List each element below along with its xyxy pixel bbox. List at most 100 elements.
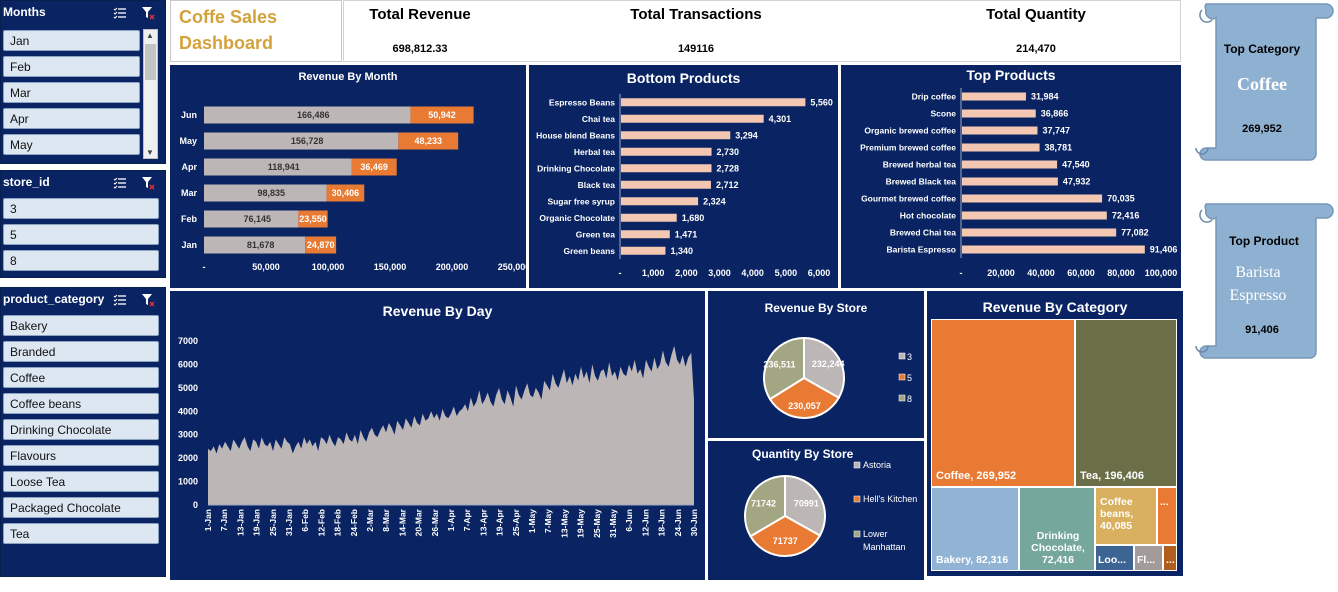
store-slicer: store_id 3 5 8 [0,170,166,278]
clear-filter-icon[interactable] [141,292,155,307]
month-bar-extra [351,158,397,176]
top-product-value: 91,406 [1245,324,1279,336]
month-bar-base [204,158,352,176]
day-x-tick: 25-Apr [511,508,521,536]
clear-filter-icon[interactable] [141,175,155,190]
treemap-tile: Coffee, 269,952 [931,319,1075,487]
day-x-tick: 12-Feb [316,509,326,536]
slicer-item-category-packaged-chocolate[interactable]: Packaged Chocolate [3,497,159,518]
bottom-products-x-tick: 2,000 [675,268,698,278]
top-category-label: Top Category [1223,42,1301,56]
slicer-item-month-jan[interactable]: Jan [3,30,140,51]
month-bar-base-label: 98,835 [258,188,286,198]
day-x-tick: 6-Feb [300,509,310,532]
top-category-value: 269,952 [1242,123,1282,135]
quantity-store-legend-label: Manhattan [863,542,906,552]
day-x-tick: 2-Mar [365,508,375,531]
slicer-item-category-flavours[interactable]: Flavours [3,445,159,466]
day-x-tick: 13-May [559,509,569,538]
kpi-quantity-value: 214,470 [1016,43,1056,55]
revenue-store-slice [768,376,841,419]
month-bar-base-label: 156,728 [291,136,324,146]
slicer-item-store-3[interactable]: 3 [3,198,159,219]
revenue-by-day-chart: 0 1000 2000 3000 4000 5000 6000 7000 1-Jan 7-Jan 1… [178,336,699,538]
scroll-thumb[interactable] [145,44,156,80]
kpi-revenue-label: Total Revenue [369,6,471,23]
revenue-by-category-title: Revenue By Category [982,299,1128,315]
day-x-tick: 7-May [543,509,553,533]
day-y-tick: 0 [193,500,198,510]
month-bar-extra [298,210,328,228]
top-products-value-label: 47,540 [1062,160,1090,170]
slicer-item-category-branded[interactable]: Branded [3,341,159,362]
slicer-item-category-coffee-beans[interactable]: Coffee beans [3,393,159,414]
slicer-item-category-loose-tea[interactable]: Loose Tea [3,471,159,492]
revenue-store-legend-label: 3 [907,352,912,362]
treemap-tile: Fl... [1134,545,1163,571]
revenue-store-slice-label: 236,511 [763,359,795,369]
bottom-products-category-label: Herbal tea [574,147,615,157]
scroll-down-icon[interactable]: ▼ [146,148,154,157]
slicer-item-month-feb[interactable]: Feb [3,56,140,77]
top-products-chart: Drip coffee 31,984 Scone 36,866 Organic brew… [860,88,1178,278]
revenue-by-store-title: Revenue By Store [764,301,868,315]
revenue-by-store-chart: 232,244 230,057 236,511 3 5 8 [763,336,912,419]
top-products-x-tick: 100,000 [1145,268,1178,278]
day-x-tick: 31-Jan [284,509,294,536]
slicer-item-month-apr[interactable]: Apr [3,108,140,129]
month-axis-label: Mar [181,188,198,198]
store-slicer-title: store_id [3,175,50,189]
slicer-item-month-mar[interactable]: Mar [3,82,140,103]
top-products-x-tick: 60,000 [1067,268,1095,278]
slicer-item-store-5[interactable]: 5 [3,224,159,245]
bottom-products-panel: Bottom Products Espresso Beans 5,560 Chai … [529,65,838,288]
top-products-category-label: Gourmet brewed coffee [861,194,956,204]
category-slicer-title: product_category [3,292,105,306]
day-x-tick: 7-Jan [219,509,229,531]
bottom-products-bar [621,98,806,107]
dashboard-title-line1: Coffe Sales [179,7,278,27]
top-products-bar [962,143,1040,152]
month-bar-extra [398,132,459,150]
revenue-by-month-panel: Revenue By Month Jun 166,486 50,942 May 156,… [170,65,526,288]
slicer-item-category-drinking-chocolate[interactable]: Drinking Chocolate [3,419,159,440]
month-bar-extra-label: 23,550 [299,214,327,224]
bottom-products-x-tick: - [619,268,622,278]
revenue-store-slice-label: 232,244 [812,359,845,369]
day-x-tick: 30-Jun [689,509,699,536]
slicer-item-category-tea[interactable]: Tea [3,523,159,544]
scroll-up-icon[interactable]: ▲ [146,31,154,40]
day-x-tick: 31-May [608,509,618,538]
bottom-products-value-label: 2,324 [703,196,726,206]
revenue-store-legend-swatch [898,394,906,402]
top-products-bar [962,245,1145,254]
multi-select-icon[interactable] [113,175,127,189]
category-slicer-header: product_category [1,288,165,310]
top-products-value-label: 37,747 [1042,126,1070,136]
top-products-x-tick: 80,000 [1107,268,1135,278]
bottom-products-bar [621,230,670,239]
day-x-tick: 19-May [576,509,586,538]
months-scrollbar[interactable]: ▲ ▼ [143,29,158,159]
day-x-tick: 24-Feb [349,509,359,536]
clear-filter-icon[interactable] [141,5,155,20]
month-axis-label: Jun [181,110,197,120]
day-y-tick: 3000 [178,430,198,440]
month-bar-extra-label: 48,233 [414,136,442,146]
quantity-store-legend-label: Astoria [863,460,891,470]
kpi-quantity-label: Total Quantity [986,6,1086,23]
top-products-bar [962,109,1036,118]
kpi-transactions-value: 149116 [677,43,715,55]
slicer-item-category-coffee[interactable]: Coffee [3,367,159,388]
multi-select-icon[interactable] [113,5,127,19]
slicer-item-store-8[interactable]: 8 [3,250,159,271]
slicer-item-month-may[interactable]: May [3,134,140,155]
slicer-item-category-bakery[interactable]: Bakery [3,315,159,336]
day-x-tick: 6-Jun [624,509,634,532]
multi-select-icon[interactable] [113,292,127,306]
top-products-value-label: 77,082 [1121,228,1149,238]
bottom-products-value-label: 2,730 [717,147,740,157]
month-x-tick: - [203,262,206,272]
months-slicer-header: Months [1,1,165,23]
revenue-by-store-panel: Revenue By Store 232,244 230,057 236,511 3 5… [708,291,924,438]
